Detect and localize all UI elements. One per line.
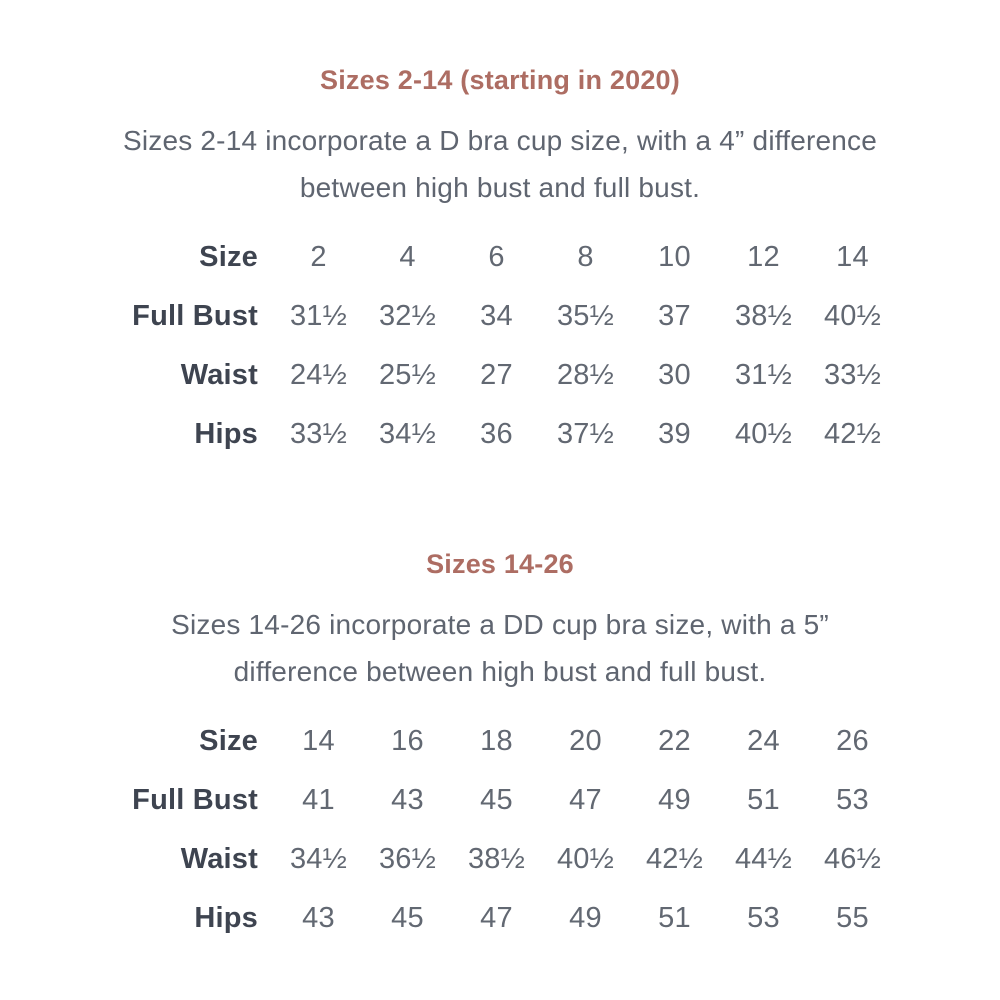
section-heading-sizes-2-14: Sizes 2-14 (starting in 2020): [320, 65, 680, 95]
table-cell: 14: [836, 241, 869, 273]
row-label: Full Bust: [132, 784, 258, 816]
table-cell: 44½: [734, 843, 793, 875]
table-cell: 6: [488, 241, 505, 273]
table-cell: 32½: [378, 300, 437, 332]
table-row-size: Size 2 4 6 8 10 12 14: [103, 228, 897, 287]
section-description-sizes-14-26: Sizes 14-26 incorporate a DD cup bra siz…: [0, 601, 1000, 695]
description-line: Sizes 2-14 incorporate a D bra cup size,…: [122, 125, 878, 156]
table-cell: 20: [569, 725, 602, 757]
table-cell: 41: [302, 784, 335, 816]
section-sizes-2-14: Sizes 2-14 (starting in 2020) Sizes 2-14…: [0, 64, 1000, 464]
section-description-sizes-2-14: Sizes 2-14 incorporate a D bra cup size,…: [0, 117, 1000, 211]
table-cell: 45: [391, 902, 424, 934]
table-cell: 24: [747, 725, 780, 757]
table-cell: 40½: [823, 300, 882, 332]
row-label: Hips: [194, 418, 258, 450]
table-cell: 10: [658, 241, 691, 273]
table-cell: 27: [480, 359, 513, 391]
table-cell: 46½: [823, 843, 882, 875]
table-cell: 31½: [289, 300, 348, 332]
table-row-hips: Hips 33½ 34½ 36 37½ 39 40½ 42½: [103, 405, 897, 464]
table-cell: 40½: [734, 418, 793, 450]
table-cell: 42½: [645, 843, 704, 875]
table-row-size: Size 14 16 18 20 22 24 26: [103, 712, 897, 771]
table-cell: 40½: [556, 843, 615, 875]
table-cell: 53: [747, 902, 780, 934]
table-cell: 26: [836, 725, 869, 757]
table-cell: 53: [836, 784, 869, 816]
table-row-waist: Waist 34½ 36½ 38½ 40½ 42½ 44½ 46½: [103, 830, 897, 889]
table-cell: 30: [658, 359, 691, 391]
table-cell: 37: [658, 300, 691, 332]
size-guide-page: Sizes 2-14 (starting in 2020) Sizes 2-14…: [0, 64, 1000, 948]
table-cell: 24½: [289, 359, 348, 391]
row-label: Waist: [180, 843, 258, 875]
description-line: between high bust and full bust.: [299, 172, 701, 203]
table-cell: 51: [658, 902, 691, 934]
size-table-2-14: Size 2 4 6 8 10 12 14 Full Bust 31½ 32½ …: [103, 228, 897, 464]
description-line: Sizes 14-26 incorporate a DD cup bra siz…: [171, 609, 829, 640]
table-cell: 2: [310, 241, 327, 273]
table-cell: 22: [658, 725, 691, 757]
table-row-full-bust: Full Bust 41 43 45 47 49 51 53: [103, 771, 897, 830]
table-cell: 45: [480, 784, 513, 816]
row-label: Size: [199, 241, 258, 273]
table-cell: 25½: [378, 359, 437, 391]
table-cell: 36½: [378, 843, 437, 875]
table-cell: 18: [480, 725, 513, 757]
table-cell: 42½: [823, 418, 882, 450]
table-cell: 43: [391, 784, 424, 816]
table-cell: 34: [480, 300, 513, 332]
table-cell: 38½: [467, 843, 526, 875]
table-cell: 49: [658, 784, 691, 816]
table-cell: 28½: [556, 359, 615, 391]
section-sizes-14-26: Sizes 14-26 Sizes 14-26 incorporate a DD…: [0, 548, 1000, 948]
table-cell: 39: [658, 418, 691, 450]
row-label: Full Bust: [132, 300, 258, 332]
table-cell: 36: [480, 418, 513, 450]
table-cell: 38½: [734, 300, 793, 332]
table-cell: 35½: [556, 300, 615, 332]
table-cell: 31½: [734, 359, 793, 391]
table-cell: 37½: [556, 418, 615, 450]
section-heading-sizes-14-26: Sizes 14-26: [426, 549, 574, 579]
table-cell: 33½: [823, 359, 882, 391]
table-cell: 47: [569, 784, 602, 816]
row-label: Hips: [194, 902, 258, 934]
table-cell: 49: [569, 902, 602, 934]
table-cell: 55: [836, 902, 869, 934]
table-cell: 47: [480, 902, 513, 934]
table-cell: 14: [302, 725, 335, 757]
table-cell: 33½: [289, 418, 348, 450]
table-row-hips: Hips 43 45 47 49 51 53 55: [103, 889, 897, 948]
table-cell: 4: [399, 241, 416, 273]
table-cell: 34½: [378, 418, 437, 450]
table-cell: 12: [747, 241, 780, 273]
table-cell: 51: [747, 784, 780, 816]
table-cell: 43: [302, 902, 335, 934]
size-table-14-26: Size 14 16 18 20 22 24 26 Full Bust 41 4…: [103, 712, 897, 948]
table-row-full-bust: Full Bust 31½ 32½ 34 35½ 37 38½ 40½: [103, 287, 897, 346]
table-cell: 34½: [289, 843, 348, 875]
row-label: Size: [199, 725, 258, 757]
table-cell: 16: [391, 725, 424, 757]
row-label: Waist: [180, 359, 258, 391]
table-cell: 8: [577, 241, 594, 273]
table-row-waist: Waist 24½ 25½ 27 28½ 30 31½ 33½: [103, 346, 897, 405]
description-line: difference between high bust and full bu…: [233, 656, 767, 687]
